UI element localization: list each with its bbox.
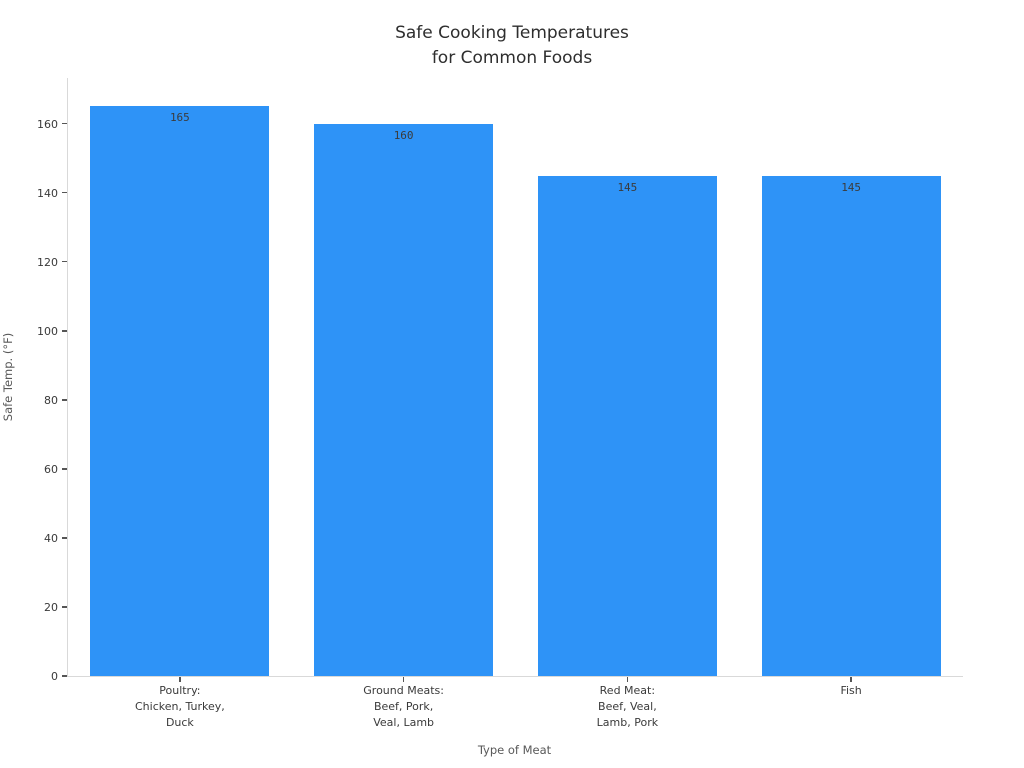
x-tick-label-line: Duck xyxy=(165,716,194,729)
x-tick-label-line: Red Meat: xyxy=(599,684,656,697)
y-tick-label: 20 xyxy=(44,600,58,614)
y-tick-label: 100 xyxy=(37,324,58,338)
x-tick-mark xyxy=(179,677,181,682)
y-tick-label: 0 xyxy=(51,670,58,683)
y-tick-label: 60 xyxy=(44,462,58,476)
y-axis-label: Safe Temp. (°F) xyxy=(1,332,15,422)
y-tick-label: 160 xyxy=(37,117,58,131)
x-tick-label-line: Lamb, Pork xyxy=(596,716,659,729)
x-tick-label-line: Poultry: xyxy=(159,684,201,697)
y-tick-mark xyxy=(62,399,67,401)
x-tick-label-line: Chicken, Turkey, xyxy=(134,700,225,713)
y-tick-mark xyxy=(62,537,67,539)
x-tick-mark xyxy=(850,677,852,682)
y-tick-mark xyxy=(62,192,67,194)
x-tick-label-line: Fish xyxy=(840,684,862,697)
x-tick-label-2: Ground Meats: Beef, Pork, Veal, Lamb xyxy=(292,683,516,731)
x-tick-label-4: Fish xyxy=(739,683,963,699)
bar-1: 165 xyxy=(90,106,270,676)
y-tick-label: 140 xyxy=(37,186,58,200)
chart-title-line-2: for Common Foods xyxy=(431,48,593,68)
plot-area: 0 20 40 60 80 100 120 140 160 165 Poultry: Chicken,… xyxy=(37,78,963,729)
bar-2: 160 xyxy=(314,123,494,676)
y-tick-mark xyxy=(62,330,67,332)
bar-value-label: 165 xyxy=(169,111,190,125)
x-tick-label-line: Beef, Pork, xyxy=(373,700,434,713)
x-tick-mark xyxy=(626,677,629,682)
chart-title: Safe Cooking Temperatures for Common Foo… xyxy=(0,21,1024,71)
x-tick-label-3: Red Meat: Beef, Veal, Lamb, Pork xyxy=(516,683,740,731)
x-tick-label-1: Poultry: Chicken, Turkey, Duck xyxy=(68,683,292,731)
y-tick-mark xyxy=(62,606,67,608)
x-tick-label-line: Veal, Lamb xyxy=(373,716,435,729)
y-tick-mark xyxy=(62,261,67,263)
x-tick-label-line: Beef, Veal, xyxy=(598,700,657,713)
bar-value-label: 145 xyxy=(841,180,862,194)
y-tick-mark xyxy=(62,468,67,470)
y-tick-label: 80 xyxy=(44,393,58,407)
chart-title-line-1: Safe Cooking Temperatures xyxy=(395,23,629,43)
y-tick-label: 40 xyxy=(44,531,58,545)
bar-4: 145 xyxy=(761,175,941,676)
x-tick-label-line: Ground Meats: xyxy=(363,684,444,697)
x-tick-mark xyxy=(402,677,405,682)
x-axis-label: Type of Meat xyxy=(477,743,552,757)
bar-value-label: 145 xyxy=(617,180,638,194)
y-tick-label: 120 xyxy=(37,255,58,269)
bar-value-label: 160 xyxy=(393,128,414,142)
bar-3: 145 xyxy=(537,175,717,676)
y-tick-mark xyxy=(62,675,67,677)
y-tick-mark xyxy=(62,123,67,125)
